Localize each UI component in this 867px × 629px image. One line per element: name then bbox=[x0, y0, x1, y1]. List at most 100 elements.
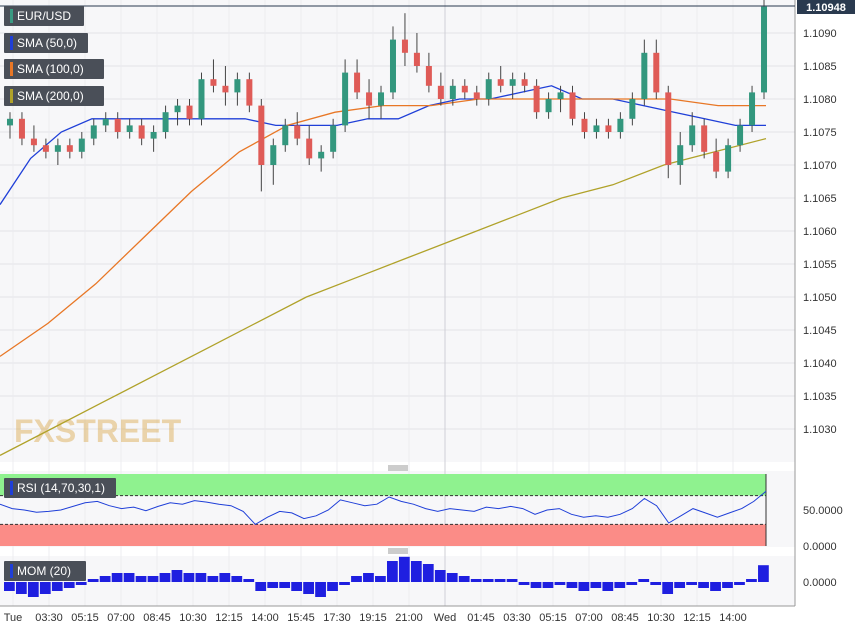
candle-body bbox=[485, 79, 492, 99]
time-tick-label: 10:30 bbox=[179, 612, 207, 624]
rsi-zero-label: 0.0000 bbox=[803, 541, 837, 553]
legend-sma-50[interactable]: SMA (50,0) bbox=[4, 33, 88, 53]
time-tick-label: 03:30 bbox=[503, 612, 531, 624]
candle-body bbox=[389, 39, 396, 93]
momentum-bar bbox=[722, 582, 733, 588]
momentum-bar bbox=[147, 576, 159, 582]
momentum-bar bbox=[159, 573, 171, 582]
momentum-bar bbox=[446, 573, 458, 582]
candle-body bbox=[234, 79, 241, 93]
candle bbox=[449, 79, 456, 106]
legend-sma-100[interactable]: SMA (100,0) bbox=[4, 59, 104, 79]
candle bbox=[102, 112, 109, 132]
momentum-bar bbox=[746, 579, 757, 582]
time-tick-label: 14:00 bbox=[719, 612, 747, 624]
candle-body bbox=[150, 132, 157, 139]
candle-body bbox=[581, 118, 588, 132]
momentum-bar bbox=[75, 582, 87, 585]
time-tick-label: 05:15 bbox=[539, 612, 567, 624]
momentum-bar bbox=[494, 579, 506, 582]
candle-body bbox=[198, 79, 205, 119]
candle bbox=[653, 39, 660, 99]
candle bbox=[174, 99, 181, 126]
candle bbox=[78, 132, 85, 159]
legend-sma-200[interactable]: SMA (200,0) bbox=[4, 86, 104, 106]
momentum-bar bbox=[566, 582, 578, 588]
candle bbox=[258, 99, 265, 192]
candle-body bbox=[114, 118, 121, 132]
sma-50-line bbox=[0, 85, 766, 205]
price-tick-label: 1.1050 bbox=[803, 292, 837, 304]
candle bbox=[485, 72, 492, 106]
candle-body bbox=[605, 125, 612, 132]
rsi-tick-label: 50.0000 bbox=[803, 505, 843, 517]
momentum-bar bbox=[363, 573, 374, 582]
watermark-text: FXSTREET bbox=[14, 413, 182, 449]
pane-divider-2[interactable] bbox=[388, 548, 408, 554]
legend-mom-label: MOM (20) bbox=[17, 564, 71, 578]
momentum-bar bbox=[291, 582, 303, 591]
momentum-zero-label: 0.0000 bbox=[803, 577, 837, 589]
momentum-bar bbox=[698, 582, 709, 588]
candles bbox=[6, 0, 768, 192]
rsi-line bbox=[0, 490, 767, 526]
time-tick-label: 19:15 bbox=[359, 612, 387, 624]
candle bbox=[413, 33, 420, 73]
candle-body bbox=[54, 145, 61, 152]
momentum-bar bbox=[303, 582, 314, 594]
candle-body bbox=[521, 79, 528, 86]
time-tick-label: 07:00 bbox=[107, 612, 135, 624]
candle-body bbox=[222, 85, 229, 93]
momentum-bar bbox=[686, 582, 697, 585]
momentum-bar bbox=[315, 582, 326, 597]
momentum-bar bbox=[171, 570, 183, 582]
momentum-bar bbox=[15, 582, 27, 594]
momentum-bar bbox=[339, 582, 350, 585]
momentum-bar bbox=[506, 579, 518, 582]
candle-body bbox=[629, 99, 636, 119]
legend-sma-50-swatch bbox=[10, 35, 13, 50]
legend-rsi-label: RSI (14,70,30,1) bbox=[17, 481, 106, 495]
pane-divider-1[interactable] bbox=[388, 465, 408, 471]
candle-body bbox=[473, 92, 480, 99]
momentum-bar bbox=[135, 576, 147, 582]
candle-body bbox=[258, 105, 265, 165]
candle-body bbox=[677, 145, 684, 165]
momentum-bar bbox=[267, 582, 279, 588]
candle bbox=[66, 138, 73, 159]
candle bbox=[641, 39, 648, 106]
price-tick-label: 1.1075 bbox=[803, 127, 837, 139]
momentum-bar bbox=[398, 556, 410, 582]
candle-body bbox=[342, 72, 349, 126]
price-tick-label: 1.1035 bbox=[803, 391, 837, 403]
candle-body bbox=[617, 118, 624, 132]
legend-symbol-swatch bbox=[10, 8, 13, 23]
legend-sma-100-label: SMA (100,0) bbox=[17, 62, 84, 76]
candle-body bbox=[425, 66, 432, 86]
momentum-bar bbox=[111, 573, 123, 582]
time-tick-label: 12:15 bbox=[215, 612, 243, 624]
legend-symbol[interactable]: EUR/USD bbox=[4, 6, 84, 26]
time-tick-label: 12:15 bbox=[683, 612, 711, 624]
candle bbox=[6, 112, 13, 139]
momentum-bar bbox=[375, 576, 386, 582]
candle bbox=[569, 85, 576, 126]
candle bbox=[437, 72, 444, 106]
candle-body bbox=[641, 52, 648, 99]
legend-sma-200-swatch bbox=[10, 88, 13, 103]
candle-body bbox=[737, 125, 744, 146]
fxstreet-watermark: FXSTREET bbox=[14, 413, 182, 449]
momentum-bar bbox=[518, 582, 530, 585]
candle bbox=[354, 59, 361, 99]
candle bbox=[461, 79, 468, 99]
candle-body bbox=[306, 138, 313, 159]
legend-sma-100-swatch bbox=[10, 61, 13, 76]
candle-body bbox=[270, 145, 277, 165]
price-tick-label: 1.1045 bbox=[803, 325, 837, 337]
legend-rsi[interactable]: RSI (14,70,30,1) bbox=[4, 478, 116, 498]
candle bbox=[126, 118, 133, 139]
candle bbox=[401, 13, 408, 66]
legend-mom[interactable]: MOM (20) bbox=[4, 561, 86, 581]
candle-body bbox=[90, 125, 97, 139]
